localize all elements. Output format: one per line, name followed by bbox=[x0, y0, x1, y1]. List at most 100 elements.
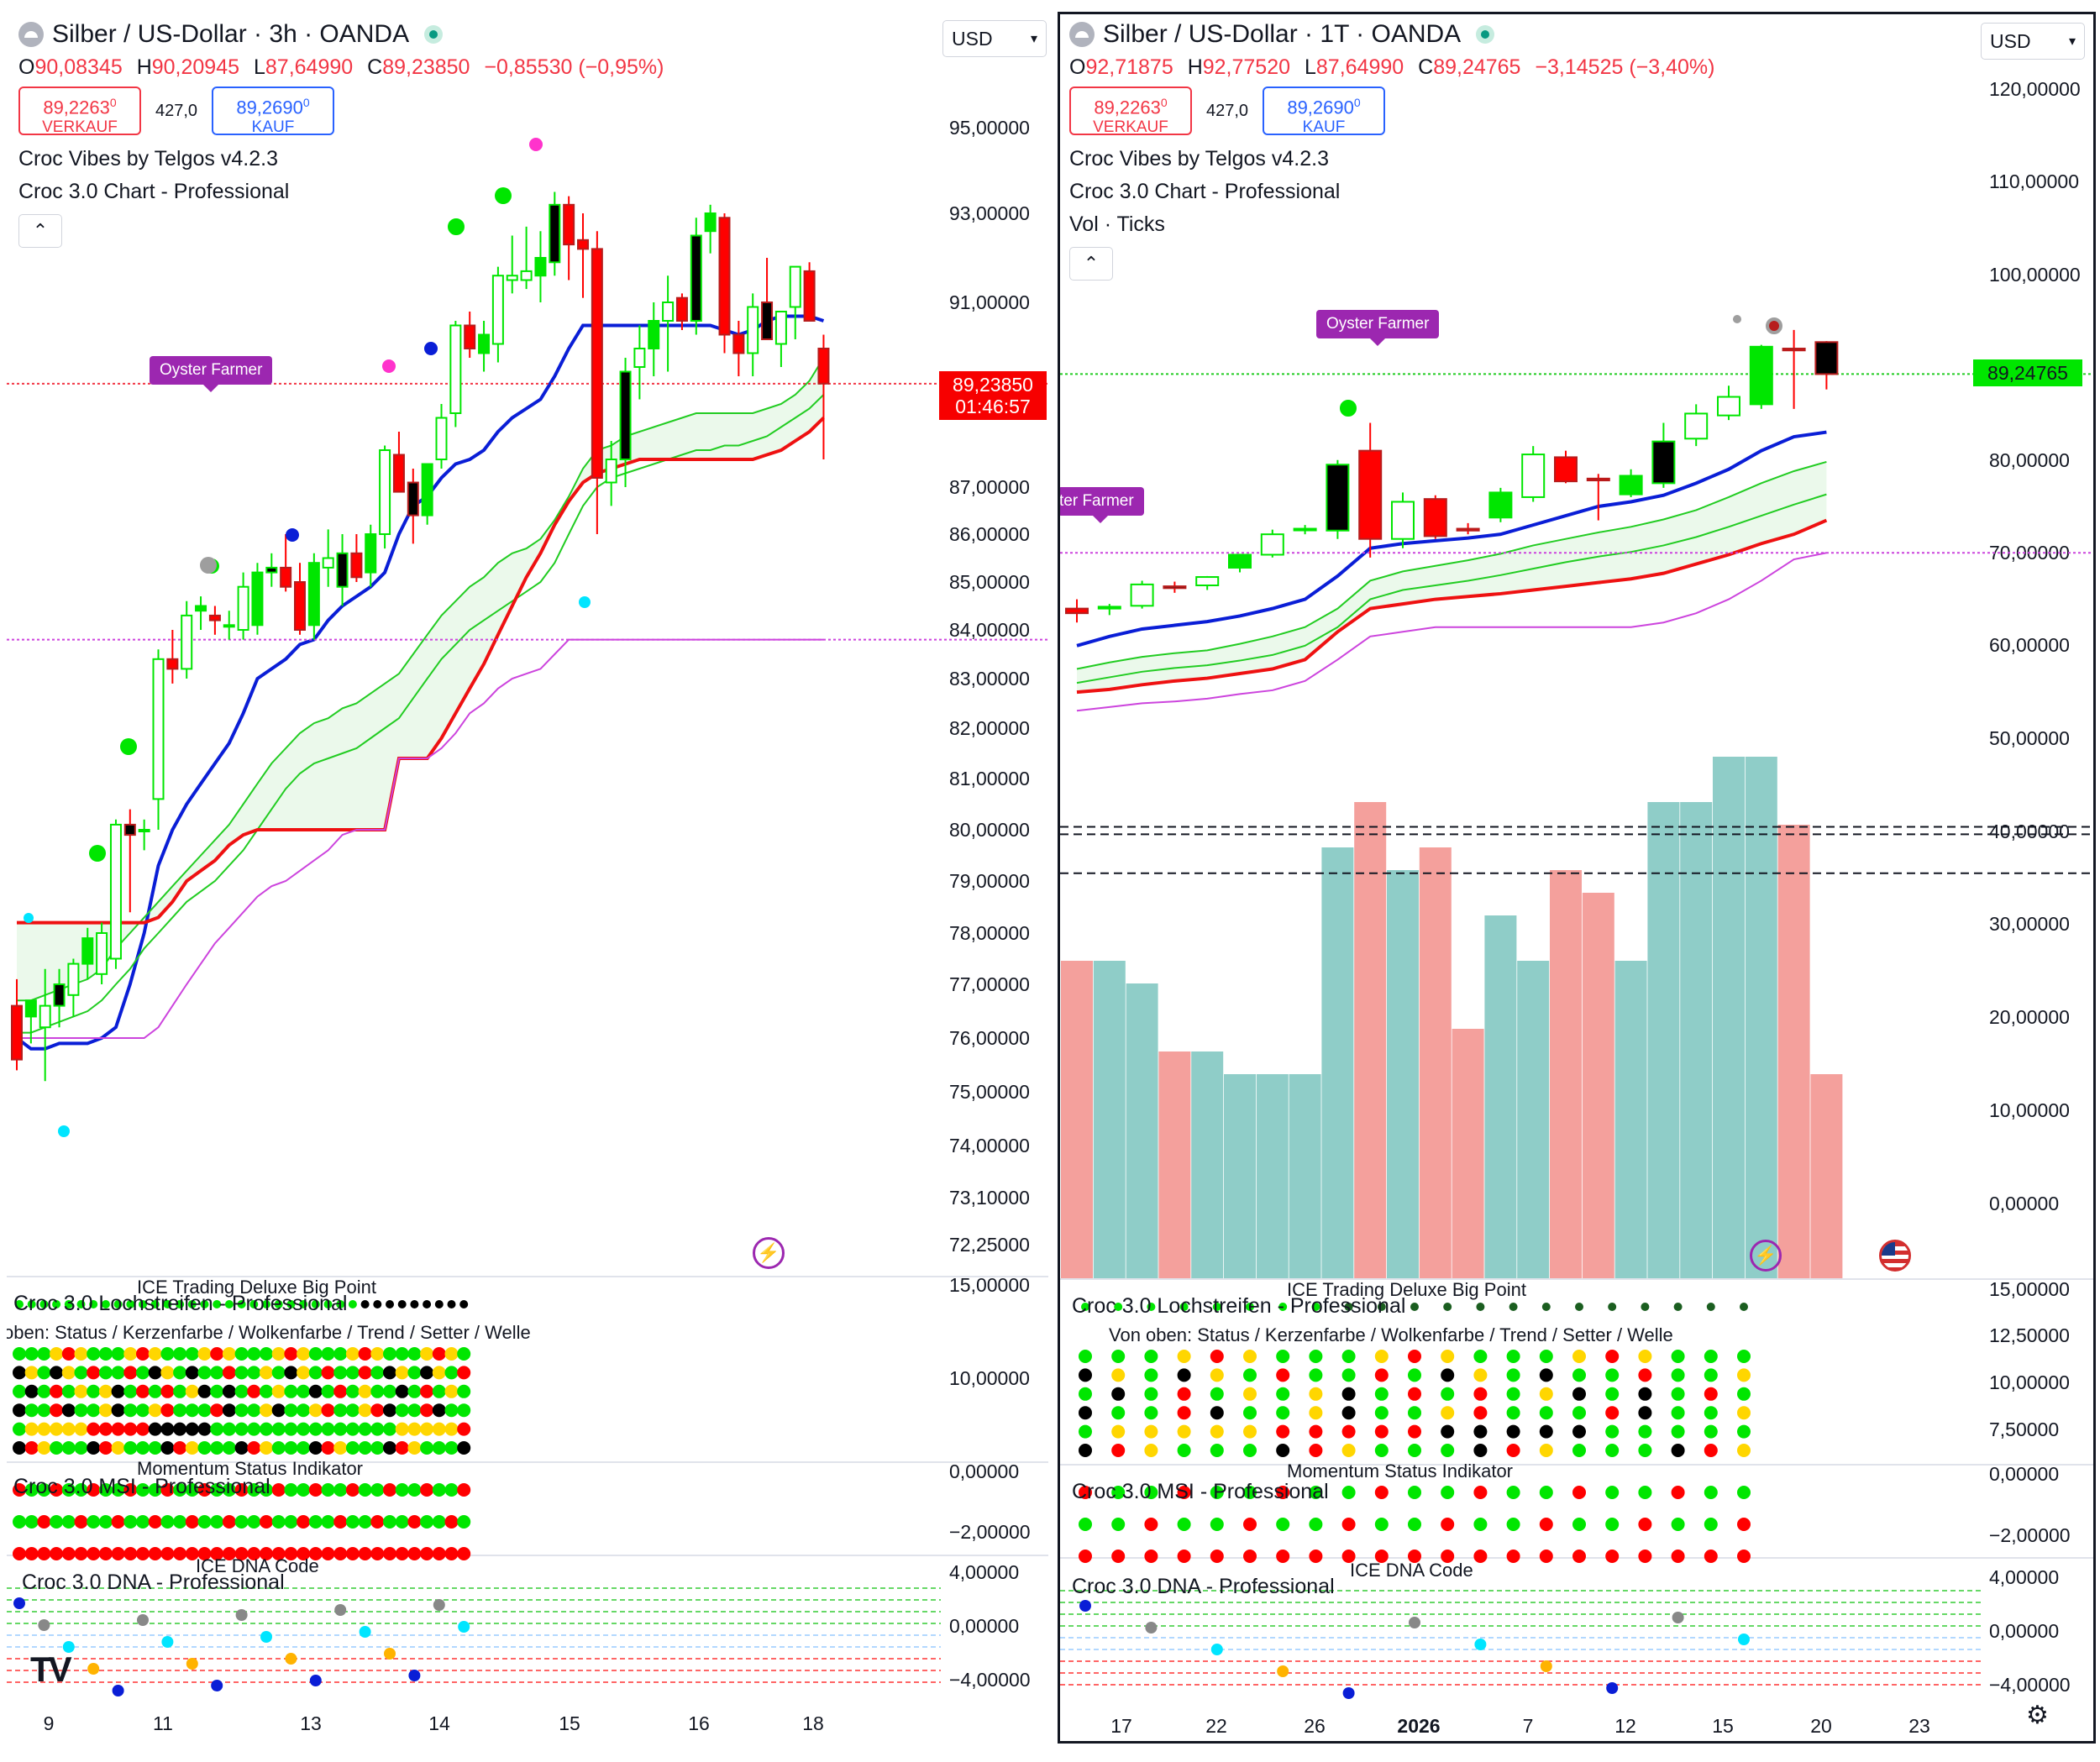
loch-dot bbox=[1210, 1368, 1224, 1382]
msi-dot bbox=[1605, 1518, 1620, 1531]
indicator-legend[interactable]: Vol · Ticks bbox=[1069, 212, 1165, 236]
tradingview-logo[interactable]: TV bbox=[30, 1649, 72, 1689]
loch-dot bbox=[1309, 1444, 1323, 1457]
indicator-legend[interactable]: Croc Vibes by Telgos v4.2.3 bbox=[18, 147, 278, 170]
candle-body bbox=[1717, 396, 1740, 417]
us-flag-icon[interactable] bbox=[1879, 1240, 1911, 1272]
loch-dot bbox=[1210, 1406, 1224, 1420]
chart-canvas-right[interactable]: 120,00000110,00000100,0000080,0000070,00… bbox=[1060, 14, 2096, 1744]
loch-dot bbox=[87, 1422, 101, 1436]
loch-dot bbox=[345, 1422, 360, 1436]
loch-dot bbox=[74, 1441, 88, 1455]
lochstreifen-label[interactable]: Croc 3.0 Lochstreifen - Professional bbox=[1072, 1294, 1406, 1318]
settings-gear-icon[interactable]: ⚙ bbox=[2026, 1702, 2049, 1729]
vonoben-label: oben: Status / Kerzenfarbe / Wolkenfarbe… bbox=[7, 1322, 531, 1343]
candle-body bbox=[138, 829, 150, 832]
oyster-farmer-flag[interactable]: Oyster Farmer bbox=[1316, 310, 1440, 346]
alert-bolt-icon[interactable]: ⚡ bbox=[753, 1237, 785, 1269]
msi-dot bbox=[1671, 1518, 1685, 1531]
symbol-row[interactable]: Silber / US-Dollar · 3h · OANDA bbox=[18, 20, 672, 49]
msi-dot bbox=[358, 1483, 372, 1497]
msi-dot bbox=[457, 1515, 471, 1529]
chart-pane-left[interactable]: 95,00000 93,00000 91,00000 87,00000 86,00000… bbox=[7, 12, 1048, 1744]
sell-button[interactable]: 89,22630 VERKAUF bbox=[18, 87, 141, 136]
loch-dot bbox=[1210, 1350, 1224, 1363]
loch-dot bbox=[345, 1441, 360, 1455]
msi-dot bbox=[1144, 1486, 1158, 1499]
collapse-legend-button[interactable]: ⌃ bbox=[1069, 247, 1113, 281]
loch-top-dot bbox=[299, 1300, 308, 1308]
msi-dot bbox=[308, 1483, 323, 1497]
chart-canvas-left[interactable]: 95,00000 93,00000 91,00000 87,00000 86,00000… bbox=[7, 12, 1048, 1744]
msi-dot bbox=[37, 1483, 51, 1497]
symbol-row[interactable]: Silber / US-Dollar · 1T · OANDA bbox=[1069, 20, 1723, 49]
currency-select[interactable]: USD ▾ bbox=[1981, 23, 2085, 60]
loch-top-dot bbox=[1740, 1303, 1748, 1311]
loch-dot bbox=[1374, 1350, 1389, 1363]
lochstreifen-label[interactable]: Croc 3.0 Lochstreifen - Professional bbox=[13, 1292, 348, 1315]
symbol-title[interactable]: Silber / US-Dollar · 3h · OANDA bbox=[52, 20, 410, 48]
loch-dot bbox=[148, 1384, 162, 1398]
loch-dot bbox=[1572, 1444, 1586, 1457]
volume-bar bbox=[1354, 802, 1387, 1278]
loch-dot bbox=[74, 1366, 88, 1380]
loch-dot bbox=[395, 1366, 409, 1380]
msi-dot bbox=[1341, 1518, 1356, 1531]
alert-bolt-icon[interactable]: ⚡ bbox=[1750, 1240, 1782, 1272]
indicator-legend[interactable]: Croc Vibes by Telgos v4.2.3 bbox=[1069, 147, 1329, 170]
loch-top-dot bbox=[1344, 1303, 1353, 1311]
loch-dot bbox=[321, 1366, 335, 1380]
open-value: 92,71875 bbox=[1085, 55, 1173, 79]
candle-body bbox=[1586, 477, 1610, 482]
msi-label[interactable]: Croc 3.0 MSI - Professional bbox=[1072, 1480, 1329, 1503]
loch-dot bbox=[457, 1366, 471, 1380]
series-line-mid-band bbox=[1076, 493, 1827, 684]
loch-dot bbox=[1177, 1387, 1191, 1401]
msi-dot bbox=[1079, 1486, 1092, 1499]
series-line-stop bbox=[1076, 518, 1828, 695]
spread-value: 427,0 bbox=[1205, 101, 1249, 120]
collapse-legend-button[interactable]: ⌃ bbox=[18, 214, 62, 248]
buy-button[interactable]: 89,26900 KAUF bbox=[212, 87, 334, 136]
msi-dot bbox=[185, 1483, 199, 1497]
msi-dot bbox=[1704, 1486, 1718, 1499]
currency-select[interactable]: USD ▾ bbox=[942, 20, 1047, 57]
symbol-title[interactable]: Silber / US-Dollar · 1T · OANDA bbox=[1103, 20, 1462, 48]
loch-dot bbox=[1341, 1444, 1356, 1457]
candle-body bbox=[563, 203, 575, 246]
loch-top-dot bbox=[1706, 1303, 1715, 1311]
candle-body bbox=[1619, 475, 1643, 496]
msi-dot bbox=[1408, 1550, 1421, 1563]
msi-dot bbox=[173, 1515, 187, 1529]
oyster-farmer-flag[interactable]: Oyster Farmer bbox=[150, 356, 273, 392]
loch-dot bbox=[432, 1422, 446, 1436]
chart-pane-right[interactable]: 120,00000 110,00000 100,00000 80,00000 70,00… bbox=[1058, 12, 2096, 1744]
indicator-legend[interactable]: Croc 3.0 Chart - Professional bbox=[1069, 180, 1341, 203]
x-axis-tick: 13 bbox=[300, 1712, 322, 1734]
loch-dot bbox=[1276, 1406, 1290, 1420]
loch-dot bbox=[1111, 1387, 1126, 1401]
loch-dot bbox=[210, 1422, 224, 1436]
loch-dot bbox=[210, 1366, 224, 1380]
loch-dot bbox=[37, 1441, 51, 1455]
loch-dot bbox=[1704, 1368, 1718, 1382]
buy-button[interactable]: 89,26900 KAUF bbox=[1263, 87, 1385, 136]
loch-top-dot bbox=[1377, 1303, 1386, 1311]
msi-dot bbox=[383, 1515, 396, 1529]
sub-axis-tick: 4,00000 bbox=[1989, 1566, 2059, 1588]
loch-dot bbox=[358, 1366, 372, 1380]
ice-title: ICE Trading Deluxe Big Point bbox=[1287, 1279, 1526, 1300]
dna-label[interactable]: Croc 3.0 DNA - Professional bbox=[22, 1571, 285, 1594]
indicator-legend[interactable]: Croc 3.0 Chart - Professional bbox=[18, 180, 290, 203]
buy-price-sup: 0 bbox=[1353, 96, 1361, 109]
dna-label[interactable]: Croc 3.0 DNA - Professional bbox=[1072, 1575, 1335, 1598]
oyster-farmer-flag-partial[interactable]: ter Farmer bbox=[1060, 487, 1144, 523]
msi-dot bbox=[210, 1515, 224, 1529]
sell-button[interactable]: 89,22630 VERKAUF bbox=[1069, 87, 1192, 136]
loch-top-dot bbox=[1147, 1303, 1156, 1311]
msi-dot bbox=[1243, 1518, 1257, 1531]
msi-label[interactable]: Croc 3.0 MSI - Professional bbox=[13, 1475, 270, 1498]
msi-dot bbox=[1408, 1486, 1421, 1499]
msi-dot bbox=[37, 1547, 51, 1560]
loch-dot bbox=[61, 1441, 76, 1455]
